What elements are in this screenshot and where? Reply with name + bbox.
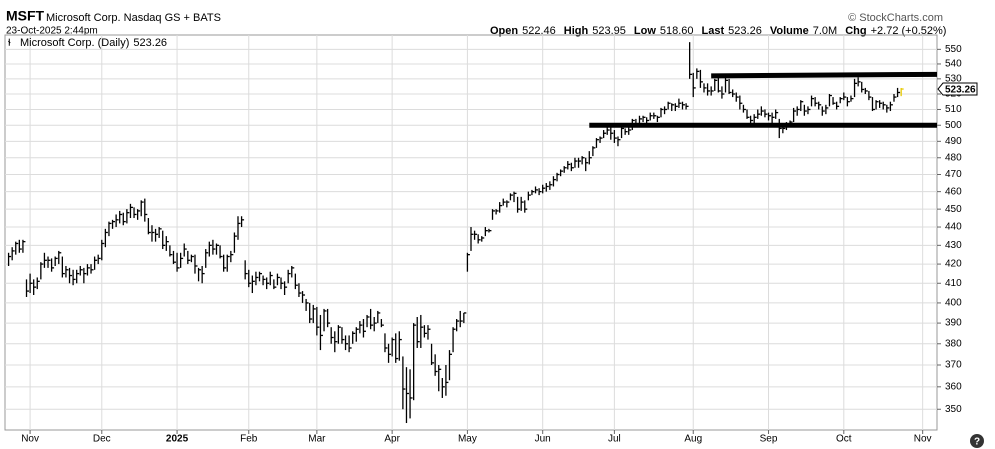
stat-label: Volume — [770, 25, 809, 37]
y-tick-label: 490 — [945, 136, 962, 147]
y-tick-label: 460 — [945, 186, 962, 197]
x-tick-label: Jul — [608, 434, 621, 445]
x-tick-label: May — [458, 434, 477, 445]
company: Microsoft Corp. Nasdaq GS + BATS — [46, 12, 221, 24]
x-tick-label: Sep — [760, 434, 778, 445]
y-tick-label: 380 — [945, 338, 962, 349]
credit: © StockCharts.com — [848, 12, 943, 24]
stat-value: +2.72 (+0.52%) — [871, 25, 947, 37]
help-icon-glyph: ? — [974, 437, 980, 448]
stat-label: Open — [490, 25, 518, 37]
legend-value: 523.26 — [133, 37, 167, 49]
stat-label: Chg — [845, 25, 866, 37]
x-tick-label: Nov — [914, 434, 932, 445]
stat-label: High — [564, 25, 589, 37]
stat-value: 523.95 — [592, 25, 626, 37]
y-tick-label: 390 — [945, 318, 962, 329]
timestamp: 23-Oct-2025 2:44pm — [6, 26, 98, 37]
stats: Open 522.46 High 523.95 Low 518.60 Last 523.26 V… — [490, 25, 946, 37]
x-tick-label: 2025 — [166, 434, 189, 445]
x-tick-label: Dec — [93, 434, 111, 445]
x-tick-label: Feb — [240, 434, 258, 445]
x-tick-label: Aug — [684, 434, 702, 445]
stat-value: 522.46 — [522, 25, 556, 37]
y-tick-label: 450 — [945, 204, 962, 215]
x-tick-label: Nov — [21, 434, 39, 445]
x-tick-label: Mar — [308, 434, 326, 445]
plot-frame — [4, 34, 938, 431]
y-tick-label: 430 — [945, 240, 962, 251]
y-tick-label: 550 — [945, 44, 962, 55]
y-tick-label: 350 — [945, 404, 962, 415]
y-tick-label: 440 — [945, 222, 962, 233]
y-tick-label: 370 — [945, 360, 962, 371]
trendline — [711, 71, 938, 79]
y-tick-label: 410 — [945, 278, 962, 289]
help-icon[interactable] — [970, 434, 984, 448]
legend: Microsoft Corp. (Daily) — [20, 37, 129, 49]
legend-icon: ⫮ — [7, 38, 11, 49]
stat-label: Last — [702, 25, 725, 37]
y-tick-label: 480 — [945, 152, 962, 163]
stat-label: Low — [634, 25, 656, 37]
price-flag — [937, 82, 978, 96]
y-tick-label: 510 — [945, 104, 962, 115]
x-tick-label: Oct — [836, 434, 852, 445]
y-tick-label: 530 — [945, 73, 962, 84]
symbol: MSFT — [6, 8, 45, 24]
stat-value: 518.60 — [660, 25, 694, 37]
y-tick-label: 360 — [945, 381, 962, 392]
y-tick-label: 500 — [945, 120, 962, 131]
stat-value: 7.0M — [813, 25, 837, 37]
stat-value: 523.26 — [728, 25, 762, 37]
y-tick-label: 400 — [945, 298, 962, 309]
y-tick-label: 470 — [945, 169, 962, 180]
price-flag-label: 523.26 — [945, 85, 976, 96]
plot: 350 360 370 380 390 400 410 420 430 440 450 460 470 4… — [5, 35, 978, 445]
y-tick-label: 540 — [945, 59, 962, 70]
x-tick-label: Jun — [535, 434, 551, 445]
y-tick-label: 420 — [945, 259, 962, 270]
x-tick-label: Apr — [384, 434, 400, 445]
